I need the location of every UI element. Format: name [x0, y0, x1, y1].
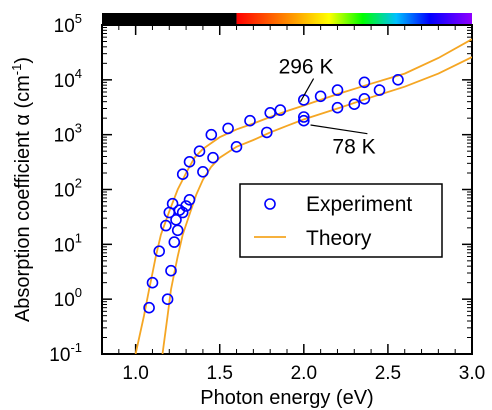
experiment-marker [358, 76, 371, 89]
experiment-marker [274, 104, 287, 116]
experiment-marker [207, 151, 219, 164]
experiment-marker [153, 245, 165, 257]
annotation-pointer [299, 78, 315, 102]
y-tick-label-base: 10 [54, 290, 75, 311]
y-tick-label-base: 10 [54, 16, 75, 37]
experiment-marker [205, 128, 218, 141]
x-tick-label: 1.5 [207, 363, 233, 384]
experiment-marker [161, 293, 174, 306]
y-axis-label-main: Absorption coefficient α (cm [12, 75, 34, 322]
spectrum-bar [102, 13, 472, 25]
legend-label-experiment: Experiment [306, 193, 412, 216]
experiment-marker [180, 200, 192, 212]
y-tick-label: 102 [54, 176, 82, 202]
experiment-marker [165, 264, 177, 277]
y-tick-label: 100 [54, 285, 82, 311]
theory-curve [134, 38, 472, 354]
y-tick-label: 105 [54, 11, 82, 37]
annotation-pointer [310, 124, 368, 135]
legend-label-theory: Theory [306, 227, 372, 250]
y-tick-label-exponent: 5 [75, 11, 82, 26]
experiment-marker [244, 114, 256, 127]
experiment-marker [331, 101, 344, 114]
experiment-marker [197, 166, 209, 178]
x-tick-label: 3.0 [459, 363, 485, 384]
y-tick-label-base: 10 [49, 345, 70, 366]
spectrum-bar-black [102, 13, 237, 25]
experiment-marker [260, 126, 273, 139]
x-tick-label: 2.0 [291, 363, 317, 384]
experiment-marker [348, 98, 361, 110]
experiment-marker [183, 194, 196, 206]
y-tick-label: 10-1 [49, 340, 82, 366]
x-tick-label: 2.5 [375, 363, 401, 384]
y-tick-label-base: 10 [54, 235, 75, 256]
y-axis-label-close: ) [12, 57, 34, 64]
annotations: 296 K 78 K [279, 56, 376, 159]
annotation-label: 78 K [332, 136, 375, 159]
y-tick-label-exponent: 4 [75, 66, 82, 81]
legend-box [239, 183, 443, 258]
experiment-marker [176, 206, 189, 219]
y-tick-label-exponent: 0 [75, 285, 82, 300]
annotation-label: 296 K [279, 56, 334, 79]
y-axis-label: Absorption coefficient α (cm-1) [9, 57, 34, 322]
legend-marker-experiment [264, 198, 276, 210]
x-tick-label: 1.0 [122, 363, 148, 384]
experiment-marker [314, 90, 327, 103]
legend: Experiment Theory [239, 183, 443, 258]
experiment-marker [358, 93, 371, 105]
experiment-marker [392, 74, 404, 86]
experiment-marker [183, 156, 196, 168]
y-tick-label-base: 10 [54, 181, 75, 202]
experiment-marker [166, 197, 179, 210]
experiment-marker [146, 276, 159, 289]
y-tick-label-base: 10 [54, 71, 75, 92]
y-axis-label-superscript: -1 [9, 64, 24, 76]
experiment-points [143, 74, 404, 314]
y-tick-label-exponent: 2 [75, 176, 82, 191]
experiment-marker [297, 114, 310, 127]
experiment-marker [222, 122, 234, 135]
experiment-marker [176, 168, 189, 180]
y-tick-label-exponent: 3 [75, 121, 82, 136]
y-tick-label: 103 [54, 121, 82, 147]
y-tick-label-exponent: 1 [75, 230, 82, 245]
spectrum-bar-colors [236, 13, 472, 25]
experiment-marker [171, 224, 184, 237]
y-tick-label: 104 [54, 66, 82, 92]
experiment-marker [160, 219, 172, 232]
experiment-marker [297, 111, 310, 123]
experiment-marker [230, 141, 243, 153]
experiment-marker [331, 84, 344, 96]
experiment-marker [193, 145, 206, 157]
y-tick-label: 101 [54, 230, 82, 256]
experiment-marker [168, 236, 181, 248]
x-axis-label: Photon energy (eV) [200, 387, 373, 409]
y-tick-label-exponent: -1 [70, 340, 82, 355]
y-tick-label-base: 10 [54, 126, 75, 147]
experiment-marker [143, 301, 155, 314]
x-axis: 1.0 1.5 2.0 2.5 3.0 [101, 25, 485, 384]
experiment-marker [373, 84, 386, 96]
